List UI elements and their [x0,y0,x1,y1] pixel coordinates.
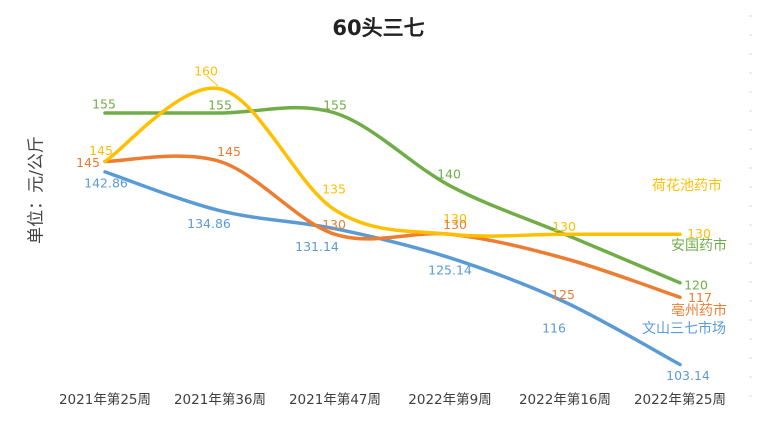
x-tick-label: 2022年第16周 [519,391,611,408]
x-tick-label: 2021年第47周 [289,391,381,408]
series-name-label: 文山三七市场 [642,320,726,337]
data-label: 145 [217,144,241,159]
data-label: 155 [92,97,116,112]
data-label: 130 [687,226,711,241]
data-label: 130 [322,217,346,232]
right-edge-ticks [749,15,752,397]
x-tick-label: 2022年第9周 [408,391,491,408]
series-name-label: 安国药市 [671,237,727,254]
x-axis: 2021年第25周 2021年第36周 2021年第47周 2022年第9周 2022年… [59,391,726,408]
series-line [103,86,682,238]
data-label: 145 [76,155,100,170]
data-label: 103.14 [666,368,710,383]
data-label: 125.14 [428,262,472,277]
y-axis-label: 单位：元/公斤 [26,136,47,244]
data-label: 155 [323,98,347,113]
series-name-label: 亳州药市 [671,302,727,319]
data-label: 120 [684,277,708,292]
x-tick-label: 2021年第36周 [174,391,266,408]
x-tick-label: 2022年第25周 [634,391,726,408]
series-line [103,105,682,285]
data-label: 160 [194,63,218,78]
data-label: 135 [322,182,346,197]
data-label: 125 [551,287,575,302]
data-label: 131.14 [295,239,339,254]
data-label: 116 [542,321,566,336]
chart-title: 60头三七 [332,16,425,40]
data-label: 117 [688,290,712,305]
data-label: 142.86 [84,175,128,190]
data-label: 130 [443,211,467,226]
data-label: 140 [437,166,461,181]
series-line [103,154,682,300]
series-lines [103,86,682,367]
label-leader-line [206,75,219,87]
data-label: 130 [443,217,467,232]
data-label: 130 [552,219,576,234]
data-label: 145 [89,143,113,158]
series-line [103,170,682,367]
series-name-label: 荷花池药市 [652,177,722,194]
data-label: 134.86 [187,216,231,231]
x-tick-label: 2021年第25周 [59,391,151,408]
data-label: 155 [208,98,232,113]
